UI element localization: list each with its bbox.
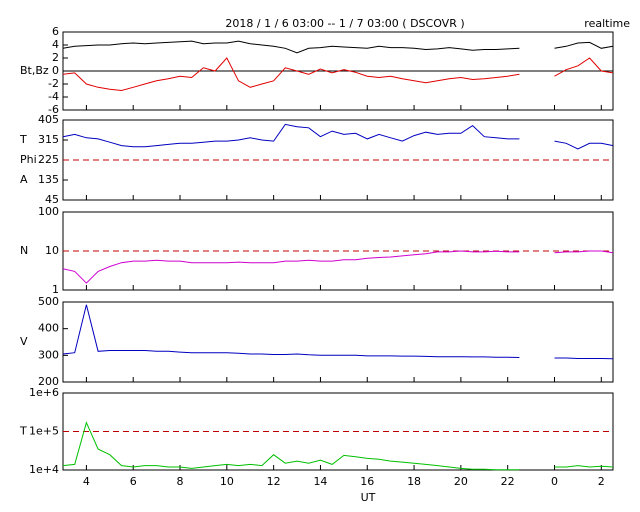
y-tick-label: 45	[45, 193, 59, 206]
x-tick-label: 10	[220, 475, 234, 488]
y-axis-label: T	[19, 133, 27, 146]
x-tick-label: 8	[177, 475, 184, 488]
y-tick-label: 100	[38, 205, 59, 218]
x-tick-label: 4	[83, 475, 90, 488]
status-label: realtime	[584, 17, 630, 30]
y-tick-label: 1e+4	[29, 463, 59, 476]
series-line	[62, 123, 614, 150]
y-tick-label: 10	[45, 244, 59, 257]
chart-title: 2018 / 1 / 6 03:00 -- 1 / 7 03:00 ( DSCO…	[225, 17, 464, 30]
x-tick-label: 18	[407, 475, 421, 488]
y-axis-label: V	[20, 335, 28, 348]
y-tick-label: 4	[52, 38, 59, 51]
y-tick-label: 200	[38, 375, 59, 388]
y-axis-label: Bt,Bz	[20, 64, 49, 77]
y-tick-label: 1	[52, 283, 59, 296]
y-tick-label: -6	[48, 103, 59, 116]
x-tick-label: 0	[551, 475, 558, 488]
y-tick-label: 500	[38, 295, 59, 308]
y-axis-label: A	[20, 173, 28, 186]
x-tick-label: 14	[313, 475, 327, 488]
series-line	[62, 40, 614, 54]
y-tick-label: 6	[52, 25, 59, 38]
series-line	[62, 421, 614, 471]
series-line	[62, 57, 614, 92]
y-tick-label: 300	[38, 348, 59, 361]
x-tick-label: 22	[501, 475, 515, 488]
y-axis-label: N	[20, 244, 28, 257]
series-line	[62, 304, 614, 360]
x-tick-label: 20	[454, 475, 468, 488]
y-tick-label: 225	[38, 153, 59, 166]
series-line	[62, 250, 614, 284]
x-tick-label: 2	[598, 475, 605, 488]
y-tick-label: 1e+5	[29, 425, 59, 438]
x-tick-label: 12	[267, 475, 281, 488]
y-tick-label: 315	[38, 133, 59, 146]
y-tick-label: 400	[38, 322, 59, 335]
y-tick-label: -2	[48, 77, 59, 90]
y-axis-label: T	[19, 425, 27, 438]
x-axis-label: UT	[361, 491, 376, 504]
y-axis-label: Phi	[20, 153, 37, 166]
panel-frame	[62, 301, 614, 383]
y-tick-label: 1e+6	[29, 386, 59, 399]
y-tick-label: 2	[52, 51, 59, 64]
y-tick-label: 135	[38, 173, 59, 186]
y-tick-label: -4	[48, 90, 59, 103]
y-tick-label: 0	[52, 64, 59, 77]
y-tick-label: 405	[38, 113, 59, 126]
x-tick-label: 6	[130, 475, 137, 488]
x-tick-label: 16	[360, 475, 374, 488]
